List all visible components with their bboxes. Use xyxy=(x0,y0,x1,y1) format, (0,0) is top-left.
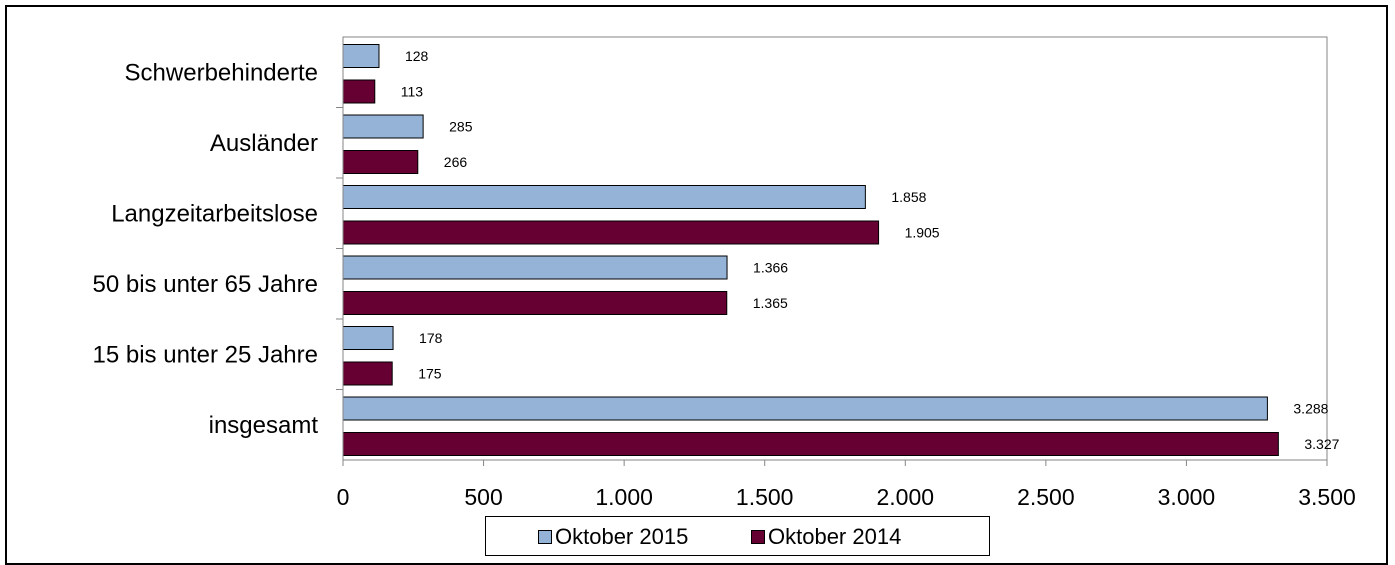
x-tick-label: 2.500 xyxy=(1017,484,1075,510)
bar-oktober-2014-schwerbehinderte xyxy=(342,79,376,104)
value-label-oktober-2015-langzeitarbeitslose: 1.858 xyxy=(891,189,926,205)
bar-oktober-2015-langzeitarbeitslose xyxy=(342,185,866,209)
legend-item-oktober-2014: Oktober 2014 xyxy=(751,524,901,550)
value-label-oktober-2014-insgesamt: 3.327 xyxy=(1304,436,1339,452)
bar-oktober-2015-15-bis-unter-25-jahre xyxy=(342,326,394,350)
bar-oktober-2014-15-bis-unter-25-jahre xyxy=(342,361,393,386)
value-label-oktober-2014-50-bis-unter-65-jahre: 1.365 xyxy=(753,295,788,311)
category-label-15-bis-unter-25-jahre: 15 bis unter 25 Jahre xyxy=(93,341,318,368)
category-label-auslaender: Ausländer xyxy=(210,130,318,157)
bar-oktober-2015-insgesamt xyxy=(342,396,1268,421)
category-label-50-bis-unter-65-jahre: 50 bis unter 65 Jahre xyxy=(93,271,318,298)
chart-frame xyxy=(5,5,1388,565)
legend-swatch-oktober-2014 xyxy=(751,530,765,544)
legend-label-oktober-2015: Oktober 2015 xyxy=(555,524,689,549)
value-label-oktober-2015-50-bis-unter-65-jahre: 1.366 xyxy=(753,260,788,276)
x-tick-label: 1.000 xyxy=(595,484,653,510)
legend-item-oktober-2015: Oktober 2015 xyxy=(538,524,688,550)
bar-oktober-2015-schwerbehinderte xyxy=(342,44,380,68)
value-label-oktober-2015-15-bis-unter-25-jahre: 178 xyxy=(419,330,443,346)
value-label-oktober-2015-insgesamt: 3.288 xyxy=(1293,401,1328,417)
bar-oktober-2014-auslaender xyxy=(342,150,419,174)
category-label-schwerbehinderte: Schwerbehinderte xyxy=(125,59,318,86)
bar-oktober-2015-auslaender xyxy=(342,114,424,139)
value-label-oktober-2014-auslaender: 266 xyxy=(444,154,468,170)
x-tick-label: 2.000 xyxy=(877,484,935,510)
x-tick-label: 1.500 xyxy=(736,484,794,510)
x-tick-label: 3.000 xyxy=(1158,484,1216,510)
value-label-oktober-2014-langzeitarbeitslose: 1.905 xyxy=(905,225,940,241)
value-label-oktober-2014-15-bis-unter-25-jahre: 175 xyxy=(418,366,442,382)
bar-oktober-2015-50-bis-unter-65-jahre xyxy=(342,255,728,280)
bar-oktober-2014-insgesamt xyxy=(342,432,1279,456)
x-tick-label: 500 xyxy=(464,484,502,510)
bar-oktober-2014-langzeitarbeitslose xyxy=(342,220,880,245)
bar-chart: Schwerbehinderte Ausländer Langzeitarbeits… xyxy=(93,36,1356,510)
value-label-oktober-2015-schwerbehinderte: 128 xyxy=(405,48,429,64)
legend-label-oktober-2014: Oktober 2014 xyxy=(768,524,902,549)
value-label-oktober-2015-auslaender: 285 xyxy=(449,119,473,135)
x-tick-label: 0 xyxy=(337,484,350,510)
category-label-langzeitarbeitslose: Langzeitarbeitslose xyxy=(111,200,318,227)
bar-oktober-2014-50-bis-unter-65-jahre xyxy=(342,291,728,315)
legend-swatch-oktober-2015 xyxy=(538,530,552,544)
x-tick-label: 3.500 xyxy=(1298,484,1356,510)
value-label-oktober-2014-schwerbehinderte: 113 xyxy=(401,84,424,100)
category-label-insgesamt: insgesamt xyxy=(209,412,319,439)
legend: Oktober 2015 Oktober 2014 xyxy=(485,516,990,556)
